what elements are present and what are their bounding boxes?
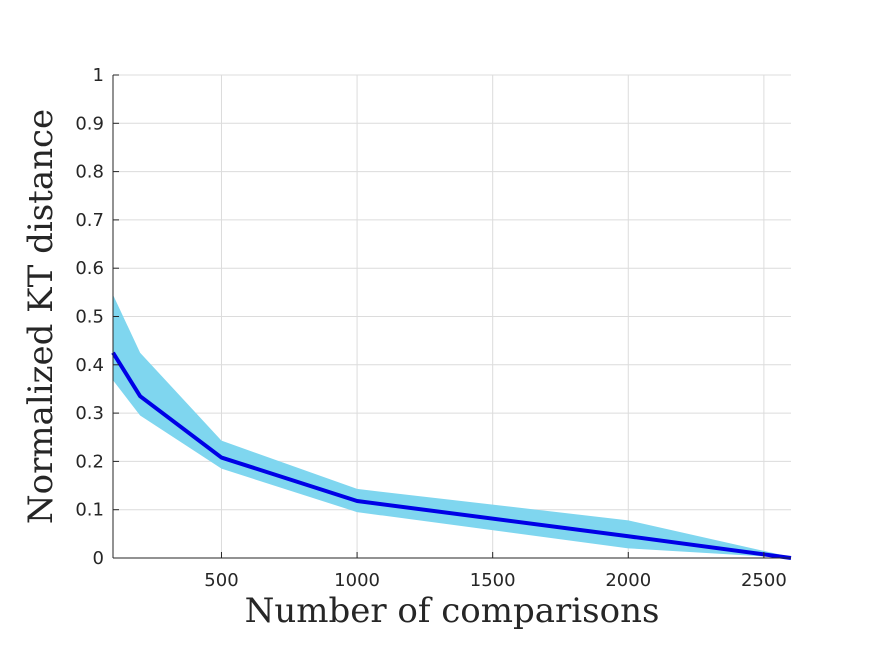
x-tick-label: 1500 <box>470 570 516 591</box>
x-axis-label: Number of comparisons <box>245 591 660 631</box>
x-tick-label: 2000 <box>605 570 651 591</box>
y-tick-label: 0.9 <box>75 113 104 134</box>
x-tick-label: 2500 <box>741 570 787 591</box>
y-tick-label: 0.5 <box>75 307 104 328</box>
y-tick-label: 0.8 <box>75 162 104 183</box>
x-tick-label: 1000 <box>334 570 380 591</box>
y-tick-label: 0.3 <box>75 403 104 424</box>
y-tick-label: 0 <box>93 548 104 569</box>
y-axis-ticks: 0 0.1 0.2 0.3 0.4 0.5 0.6 0.7 0.8 0.9 1 <box>75 65 119 569</box>
y-axis-label: Normalized KT distance <box>21 109 61 524</box>
y-tick-label: 0.1 <box>75 500 104 521</box>
y-tick-label: 0.6 <box>75 258 104 279</box>
x-axis-ticks: 500 1000 1500 2000 2500 <box>204 552 787 591</box>
mean-line <box>111 351 792 560</box>
y-tick-label: 0.4 <box>75 355 104 376</box>
confidence-band <box>113 294 791 558</box>
x-tick-label: 500 <box>204 570 238 591</box>
y-tick-label: 0.2 <box>75 451 104 472</box>
y-tick-label: 0.7 <box>75 210 104 231</box>
grid <box>113 74 791 559</box>
y-tick-label: 1 <box>93 65 104 86</box>
